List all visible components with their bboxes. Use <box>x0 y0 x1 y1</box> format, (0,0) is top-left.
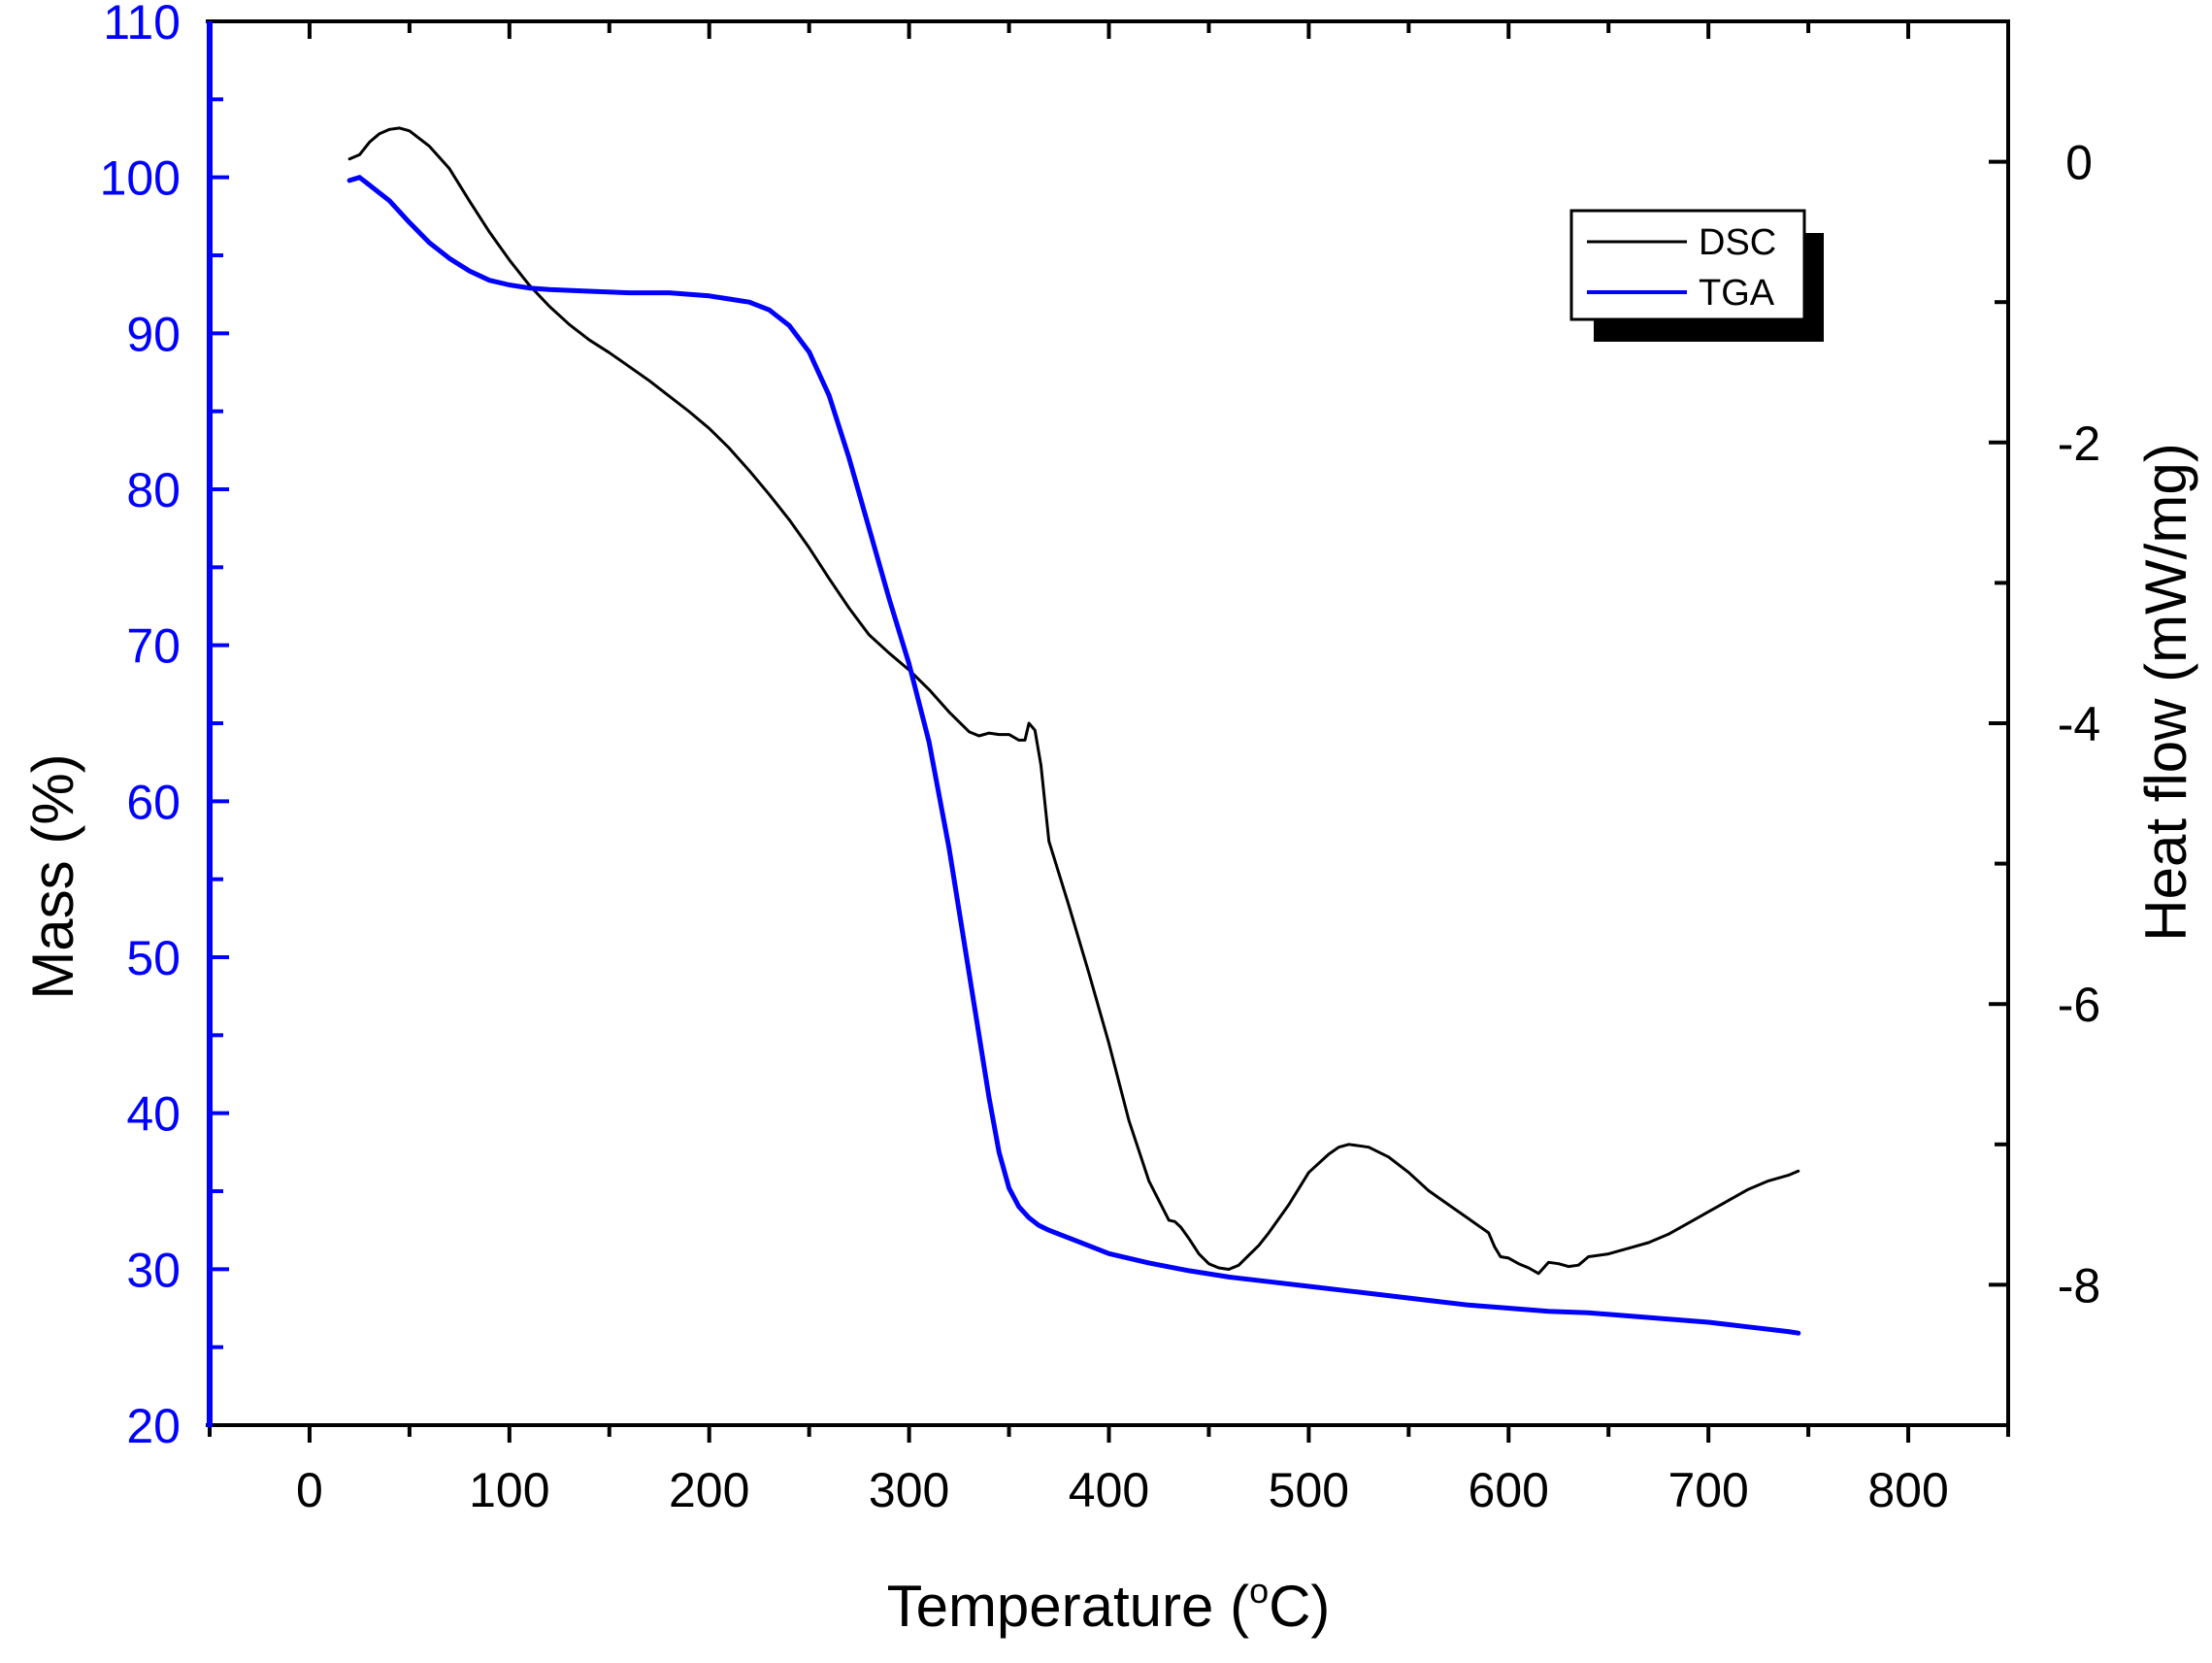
y-axis-right-title: Heat flow (mW/mg) <box>2133 443 2198 941</box>
x-axis-title-tail: C) <box>1269 1574 1330 1639</box>
x-tick-label: 0 <box>296 1463 323 1517</box>
series-layer <box>347 126 1801 1336</box>
legend-label-tga: TGA <box>1699 273 1775 314</box>
y-left-tick-label: 40 <box>126 1087 181 1142</box>
x-tick-label: 200 <box>669 1463 749 1517</box>
y-left-tick-label: 80 <box>126 463 181 517</box>
y-left-tick-label: 20 <box>126 1399 181 1453</box>
series-line-tga <box>347 175 1801 1336</box>
legend-box <box>1569 209 1806 321</box>
y-left-tick-label: 100 <box>100 151 181 206</box>
x-tick-label: 100 <box>469 1463 549 1517</box>
y-right-tick-label: -2 <box>2058 416 2100 471</box>
x-tick-label: 600 <box>1469 1463 1549 1517</box>
x-axis-title-degree: o <box>1249 1571 1269 1611</box>
y-left-tick-label: 70 <box>126 619 181 674</box>
y-right-tick-label: 0 <box>2065 136 2093 190</box>
y-left-tick-label: 60 <box>126 775 181 829</box>
series-line-dsc <box>347 126 1800 1276</box>
x-axis-title: Temperature (oC) <box>887 1571 1331 1639</box>
y-axis-left-title: Mass (%) <box>20 753 85 999</box>
ticks-layer: 0 100 200 300 400 500 600 700 800 20 30 40 50 60 70 80 9… <box>100 0 2101 1517</box>
y-right-tick-label: -4 <box>2058 697 2100 751</box>
legend: DSC TGA <box>1569 209 1824 342</box>
y-right-tick-label: -8 <box>2058 1258 2100 1313</box>
y-left-tick-label: 110 <box>103 0 181 50</box>
y-left-tick-label: 30 <box>126 1243 181 1297</box>
x-tick-label: 300 <box>869 1463 949 1517</box>
x-tick-label: 500 <box>1269 1463 1349 1517</box>
x-tick-label: 400 <box>1069 1463 1149 1517</box>
x-axis-title-main: Temperature ( <box>887 1574 1249 1639</box>
y-left-tick-label: 90 <box>126 307 181 361</box>
y-left-tick-label: 50 <box>126 931 181 985</box>
x-tick-label: 800 <box>1867 1463 1948 1517</box>
x-tick-label: 700 <box>1667 1463 1748 1517</box>
legend-label-dsc: DSC <box>1699 222 1776 263</box>
y-right-tick-label: -6 <box>2058 978 2100 1032</box>
